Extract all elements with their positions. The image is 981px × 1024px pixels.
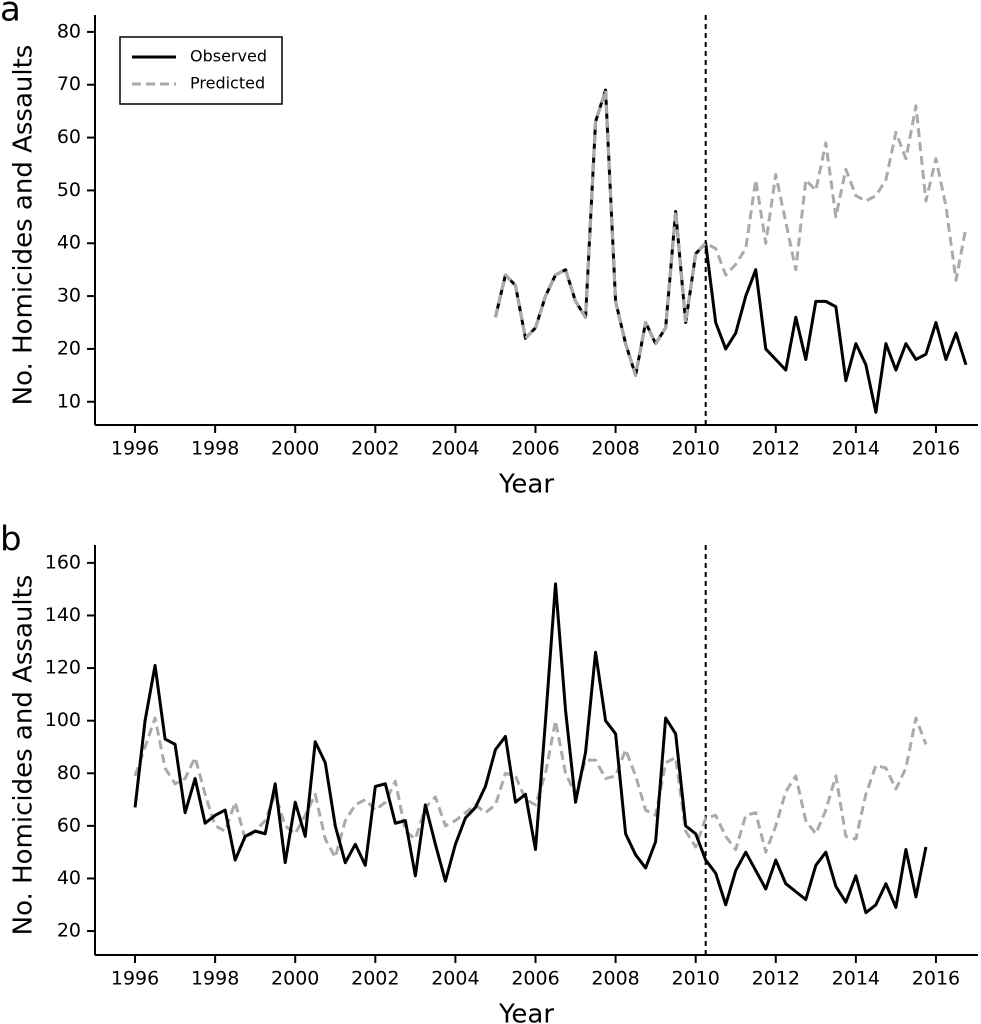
y-tick-label: 20 bbox=[57, 337, 81, 359]
x-tick-label: 2008 bbox=[591, 968, 639, 990]
x-tick-label: 2004 bbox=[431, 968, 479, 990]
x-tick-label: 2002 bbox=[351, 968, 399, 990]
x-tick-label: 2002 bbox=[351, 438, 399, 460]
y-tick-label: 80 bbox=[57, 762, 81, 784]
y-tick-label: 80 bbox=[57, 20, 81, 42]
y-tick-label: 120 bbox=[45, 657, 81, 679]
y-tick-label: 30 bbox=[57, 285, 81, 307]
y-tick-label: 60 bbox=[57, 126, 81, 148]
x-tick-label: 2000 bbox=[271, 438, 319, 460]
x-tick-label: 2016 bbox=[912, 968, 960, 990]
y-tick-label: 70 bbox=[57, 73, 81, 95]
x-tick-label: 1996 bbox=[111, 968, 159, 990]
x-axis-label: Year bbox=[498, 470, 554, 500]
panel: 20 40 60 80 100 120 140 160 1996 1998 2000 2002 2004… bbox=[0, 520, 978, 1024]
legend-box bbox=[119, 36, 283, 105]
legend: Observed Predicted bbox=[119, 36, 283, 105]
y-tick-label: 100 bbox=[45, 709, 81, 731]
y-tick-label: 140 bbox=[45, 604, 81, 626]
y-tick-label: 60 bbox=[57, 814, 81, 836]
y-axis-label: No. Homicides and Assaults bbox=[9, 45, 39, 406]
x-tick-label: 1998 bbox=[191, 438, 239, 460]
x-tick-label: 2012 bbox=[752, 438, 800, 460]
x-tick-label: 2006 bbox=[511, 968, 559, 990]
series-line bbox=[133, 716, 928, 859]
panel-label: a bbox=[0, 0, 21, 30]
x-tick-label: 1996 bbox=[111, 438, 159, 460]
y-tick-label: 50 bbox=[57, 179, 81, 201]
panel: 10 20 30 40 50 60 70 80 1996 1998 2000 2002 2004 2006… bbox=[0, 0, 978, 500]
series-line bbox=[133, 582, 928, 915]
x-tick-label: 2010 bbox=[672, 438, 720, 460]
x-tick-label: 2000 bbox=[271, 968, 319, 990]
y-tick-label: 40 bbox=[57, 867, 81, 889]
x-tick-label: 1998 bbox=[191, 968, 239, 990]
x-tick-label: 2010 bbox=[672, 968, 720, 990]
series-line bbox=[493, 88, 968, 414]
legend-label: Predicted bbox=[190, 74, 265, 93]
y-tick-label: 40 bbox=[57, 232, 81, 254]
x-tick-label: 2006 bbox=[511, 438, 559, 460]
series-line bbox=[493, 88, 968, 377]
x-tick-label: 2012 bbox=[752, 968, 800, 990]
legend-label: Observed bbox=[190, 47, 267, 66]
x-tick-label: 2016 bbox=[912, 438, 960, 460]
x-tick-label: 2008 bbox=[591, 438, 639, 460]
y-axis-label: No. Homicides and Assaults bbox=[9, 575, 39, 936]
y-tick-label: 160 bbox=[45, 551, 81, 573]
y-tick-label: 10 bbox=[57, 390, 81, 412]
x-axis-label: Year bbox=[498, 1000, 554, 1024]
x-tick-label: 2004 bbox=[431, 438, 479, 460]
panel-label: b bbox=[0, 520, 22, 560]
x-tick-label: 2014 bbox=[832, 968, 880, 990]
x-tick-label: 2014 bbox=[832, 438, 880, 460]
y-tick-label: 20 bbox=[57, 920, 81, 942]
